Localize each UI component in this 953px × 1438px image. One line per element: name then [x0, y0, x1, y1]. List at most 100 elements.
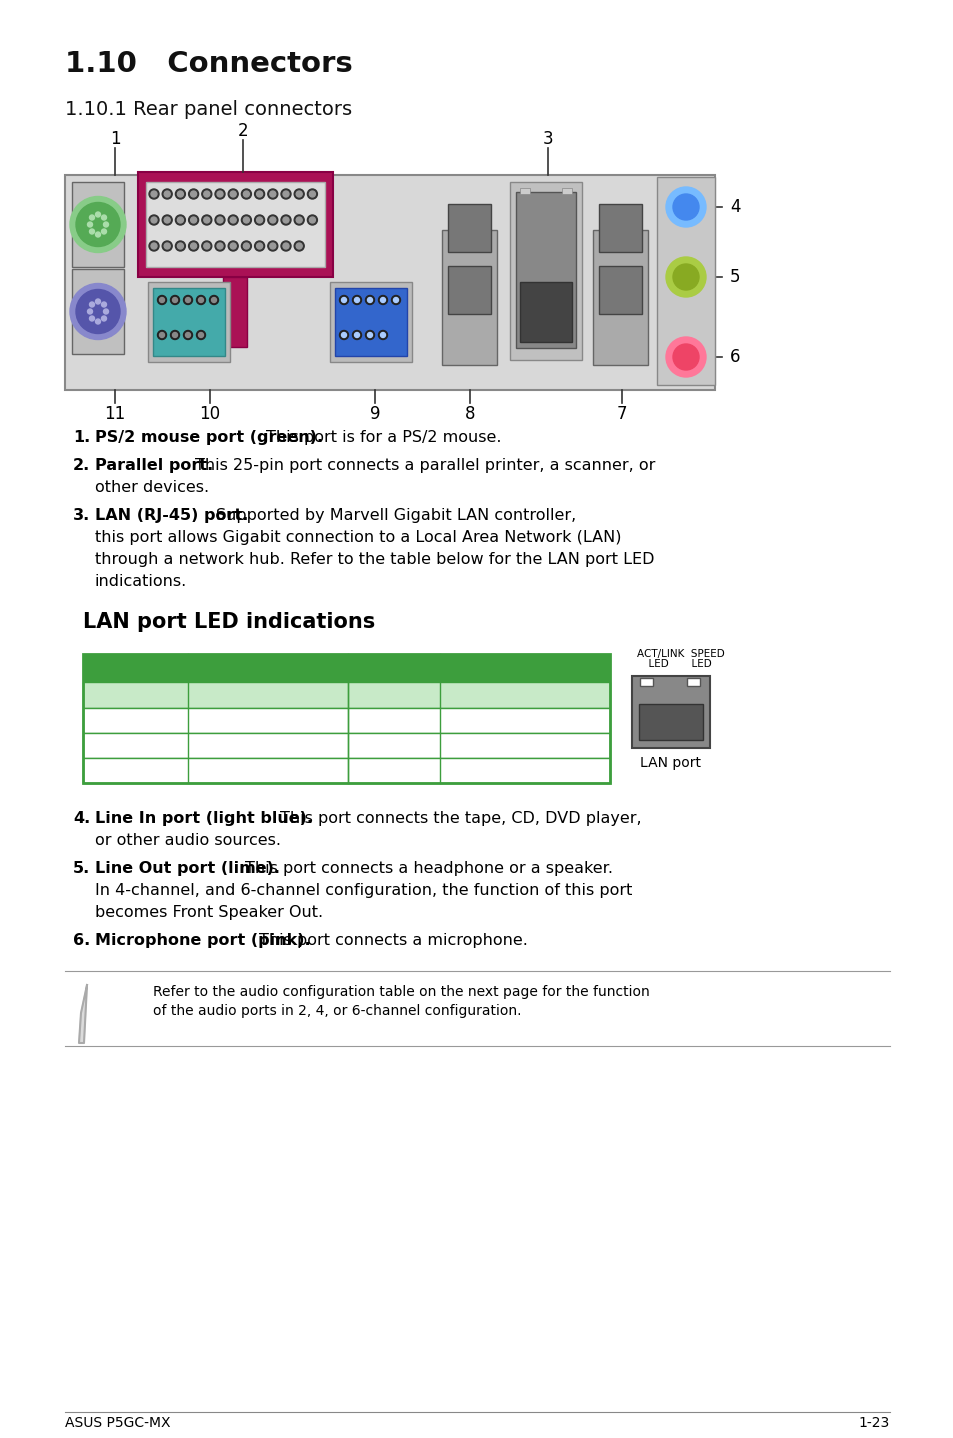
Circle shape: [254, 216, 264, 224]
Circle shape: [95, 211, 100, 217]
Bar: [148, 282, 230, 362]
Circle shape: [76, 203, 120, 246]
Circle shape: [90, 216, 94, 220]
Text: LAN port: LAN port: [639, 756, 700, 769]
Text: Line Out port (lime).: Line Out port (lime).: [95, 861, 280, 876]
Text: 2.: 2.: [73, 457, 91, 473]
Circle shape: [164, 243, 170, 249]
Text: ASUS P5GC-MX: ASUS P5GC-MX: [65, 1416, 171, 1429]
Circle shape: [365, 331, 375, 339]
Text: 5.: 5.: [73, 861, 91, 876]
Circle shape: [281, 242, 291, 252]
Circle shape: [70, 197, 126, 253]
Circle shape: [214, 242, 225, 252]
Circle shape: [243, 243, 249, 249]
Text: ACT/LINK LED: ACT/LINK LED: [216, 663, 318, 676]
Circle shape: [214, 188, 225, 198]
Text: Parallel port.: Parallel port.: [95, 457, 213, 473]
Text: 3: 3: [542, 129, 553, 148]
Circle shape: [230, 243, 236, 249]
Circle shape: [196, 331, 205, 339]
Circle shape: [254, 242, 264, 252]
Circle shape: [243, 217, 249, 223]
Text: This port is for a PS/2 mouse.: This port is for a PS/2 mouse.: [266, 430, 501, 444]
Circle shape: [191, 217, 196, 223]
Circle shape: [196, 295, 205, 305]
Bar: [223, 278, 247, 347]
Text: LED       LED: LED LED: [641, 659, 711, 669]
Circle shape: [90, 302, 94, 306]
Circle shape: [295, 191, 302, 197]
Polygon shape: [79, 985, 87, 1043]
Text: 10 Mbps connection: 10 Mbps connection: [455, 715, 594, 729]
Bar: [441, 230, 497, 365]
Bar: [83, 682, 609, 707]
Circle shape: [159, 332, 164, 338]
Circle shape: [202, 188, 212, 198]
Text: ORANGE: ORANGE: [364, 739, 423, 754]
Circle shape: [216, 217, 223, 223]
Text: this port allows Gigabit connection to a Local Area Network (LAN): this port allows Gigabit connection to a…: [95, 531, 620, 545]
Circle shape: [241, 242, 252, 252]
Bar: [83, 654, 609, 682]
Circle shape: [378, 295, 387, 305]
Circle shape: [185, 332, 191, 338]
Circle shape: [70, 283, 126, 339]
Bar: [152, 288, 225, 357]
Text: BLINKING: BLINKING: [103, 765, 169, 778]
Text: 4.: 4.: [73, 811, 91, 825]
Text: LAN port LED indications: LAN port LED indications: [83, 613, 375, 631]
Circle shape: [230, 191, 236, 197]
Circle shape: [365, 295, 375, 305]
Text: 10: 10: [199, 406, 220, 423]
Text: No link: No link: [244, 715, 292, 729]
Circle shape: [189, 216, 198, 224]
Bar: [510, 183, 581, 360]
Bar: [631, 676, 709, 748]
Circle shape: [151, 243, 157, 249]
Circle shape: [270, 191, 275, 197]
Text: GREEN: GREEN: [370, 765, 417, 778]
Bar: [639, 705, 702, 741]
Text: 3.: 3.: [73, 508, 91, 523]
Bar: [83, 654, 609, 784]
Circle shape: [228, 188, 238, 198]
Circle shape: [95, 319, 100, 324]
Circle shape: [90, 316, 94, 321]
Circle shape: [183, 295, 193, 305]
Circle shape: [95, 299, 100, 303]
Circle shape: [216, 243, 223, 249]
Bar: [639, 677, 652, 686]
Text: Status: Status: [113, 689, 157, 703]
Text: OFF: OFF: [380, 715, 407, 729]
Circle shape: [672, 194, 699, 220]
Text: 1: 1: [110, 129, 120, 148]
Circle shape: [198, 332, 203, 338]
Bar: [83, 707, 609, 733]
Circle shape: [367, 298, 372, 302]
Circle shape: [175, 216, 185, 224]
Text: SPEED LED: SPEED LED: [483, 663, 565, 676]
Text: 2: 2: [237, 122, 248, 139]
Circle shape: [177, 243, 183, 249]
Circle shape: [294, 188, 304, 198]
Text: 100 Mbps connection: 100 Mbps connection: [451, 739, 598, 754]
Circle shape: [355, 332, 359, 338]
Circle shape: [101, 216, 107, 220]
Circle shape: [380, 332, 385, 338]
Circle shape: [230, 217, 236, 223]
Circle shape: [162, 242, 172, 252]
Circle shape: [268, 242, 277, 252]
Circle shape: [103, 221, 109, 227]
Bar: [448, 204, 491, 252]
Text: Description: Description: [228, 689, 307, 703]
Bar: [561, 188, 572, 194]
Text: through a network hub. Refer to the table below for the LAN port LED: through a network hub. Refer to the tabl…: [95, 552, 654, 567]
Text: PS/2 mouse port (green).: PS/2 mouse port (green).: [95, 430, 323, 444]
Circle shape: [352, 295, 361, 305]
Text: ORANGE: ORANGE: [106, 739, 165, 754]
Circle shape: [283, 217, 289, 223]
Text: Linked: Linked: [245, 739, 291, 754]
Circle shape: [101, 316, 107, 321]
Circle shape: [175, 188, 185, 198]
